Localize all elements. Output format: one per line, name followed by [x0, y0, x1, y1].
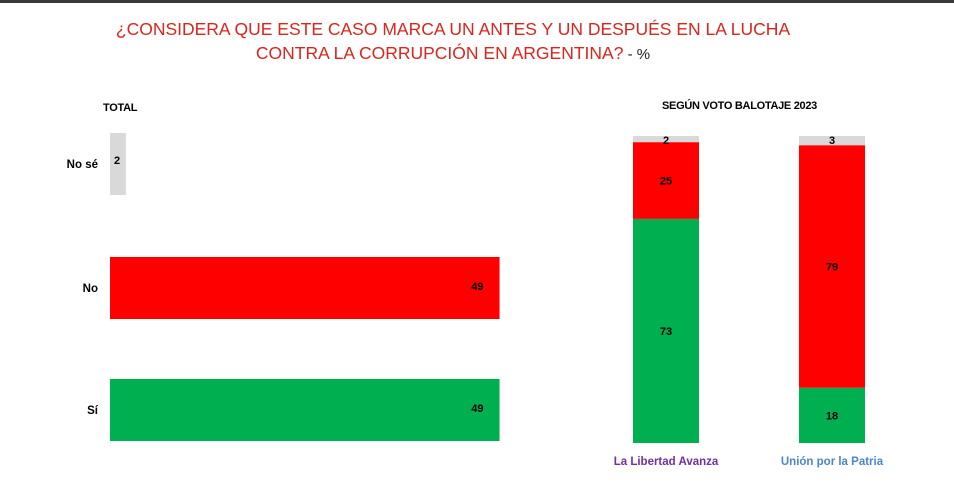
total-bar-si [110, 379, 500, 441]
total-panel-title: TOTAL [103, 102, 138, 114]
total-category-no-se: No sé [67, 159, 98, 171]
top-border [0, 0, 954, 3]
stack-value-union-por-la-patria-2: 3 [829, 135, 835, 147]
stack-segment-union-por-la-patria-0 [799, 387, 865, 443]
stack-value-union-por-la-patria-1: 79 [826, 261, 838, 273]
stack-category-union-por-la-patria: Unión por la Patria [781, 456, 884, 468]
stack-segment-la-libertad-avanza-2 [633, 136, 699, 143]
stack-category-la-libertad-avanza: La Libertad Avanza [614, 456, 719, 468]
total-bar-no-se [110, 133, 126, 195]
stack-value-la-libertad-avanza-0: 73 [660, 326, 672, 338]
total-category-si: Sí [87, 405, 99, 417]
stack-segment-la-libertad-avanza-0 [633, 218, 699, 443]
total-value-no: 49 [471, 281, 483, 293]
total-bar-no [110, 257, 500, 319]
title-line-2: CONTRA LA CORRUPCIÓN EN ARGENTINA? - % [0, 41, 906, 67]
stack-segment-la-libertad-avanza-1 [633, 142, 699, 219]
stack-value-la-libertad-avanza-2: 2 [663, 135, 669, 147]
total-value-si: 49 [471, 403, 483, 415]
stack-value-la-libertad-avanza-1: 25 [660, 176, 672, 188]
stack-segment-union-por-la-patria-1 [799, 145, 865, 388]
stack-value-union-por-la-patria-0: 18 [826, 410, 838, 422]
stack-segment-union-por-la-patria-2 [799, 136, 865, 146]
vote-panel-title: SEGÚN VOTO BALOTAJE 2023 [662, 100, 817, 112]
title-line-1: ¿CONSIDERA QUE ESTE CASO MARCA UN ANTES … [115, 19, 791, 39]
title-line-2-text: CONTRA LA CORRUPCIÓN EN ARGENTINA? [255, 43, 624, 63]
total-value-no-se: 2 [114, 155, 120, 167]
total-category-no: No [83, 283, 98, 295]
title-unit: - % [623, 46, 651, 63]
chart-title: ¿CONSIDERA QUE ESTE CASO MARCA UN ANTES … [0, 17, 906, 67]
